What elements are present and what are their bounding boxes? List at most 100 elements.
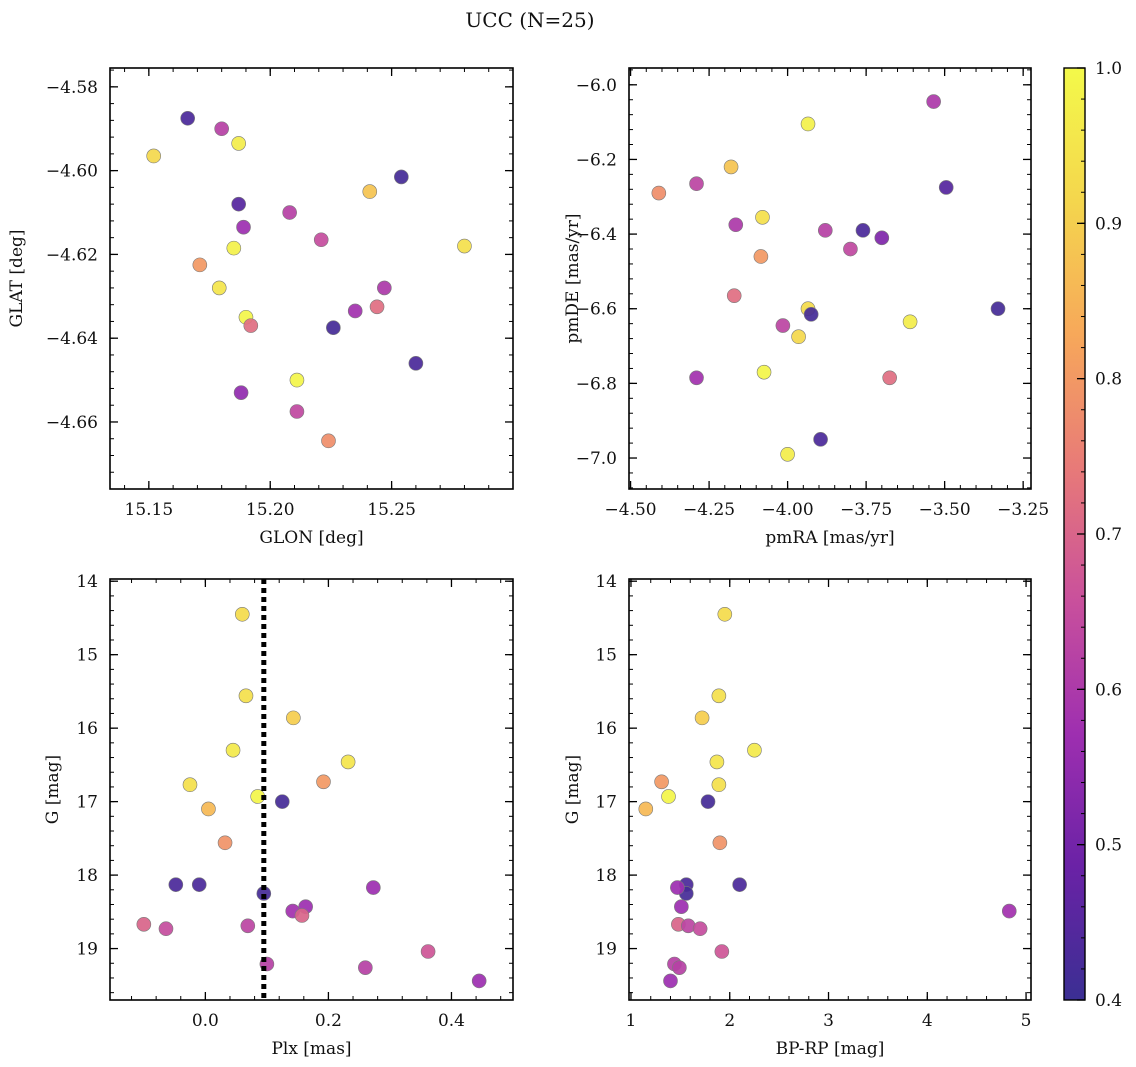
- colorbar-tick-label: 0.7: [1095, 525, 1122, 545]
- scatter-point: [800, 116, 816, 132]
- scatter-point: [692, 921, 708, 937]
- y-tick-label: 18: [595, 866, 617, 886]
- x-tick-label: 5: [1021, 1011, 1032, 1031]
- scatter-point: [712, 835, 728, 851]
- scatter-point: [651, 185, 667, 201]
- scatter-point: [663, 973, 678, 989]
- scatter-point: [274, 794, 290, 809]
- scatter-point: [192, 257, 208, 273]
- scatter-point: [233, 385, 249, 400]
- scatter-point: [326, 320, 341, 336]
- scatter-point: [843, 241, 858, 257]
- colorbar-tick-label: 0.5: [1095, 836, 1122, 856]
- axes-frame: [109, 578, 514, 1001]
- scatter-point: [1001, 903, 1017, 919]
- scatter-point: [340, 754, 356, 770]
- x-axis-label: GLON [deg]: [259, 528, 363, 548]
- scatter-point: [672, 960, 687, 975]
- y-axis-label: G [mag]: [43, 755, 63, 824]
- panels: 15.15 15.20 15.25 −4.58 −4.60 −4.62 −4.64 −4.66…: [7, 67, 1049, 1059]
- scatter-point: [369, 299, 385, 315]
- scatter-point: [347, 303, 363, 319]
- scatter-point: [674, 899, 689, 914]
- scatter-point: [711, 688, 727, 704]
- scatter-point: [753, 249, 769, 264]
- colorbar-tick-label: 0.6: [1095, 680, 1122, 700]
- x-tick-label: 15.25: [367, 500, 416, 520]
- y-axis-label: pmDE [mas/yr]: [563, 213, 583, 343]
- scatter-point: [231, 196, 246, 212]
- axes-frame: [628, 578, 1032, 1001]
- scatter-point: [661, 789, 676, 804]
- scatter-point: [289, 404, 305, 419]
- x-tick-label: 0.0: [192, 1011, 219, 1031]
- scatter-point: [728, 217, 744, 233]
- x-axis-label: pmRA [mas/yr]: [765, 528, 894, 548]
- x-tick-label: 1: [626, 1011, 637, 1031]
- scatter-point: [182, 777, 198, 793]
- y-tick-label: 15: [595, 646, 617, 666]
- x-tick-label: 3: [823, 1011, 834, 1031]
- axes-frame: [628, 67, 1032, 490]
- y-tick-label: 17: [76, 793, 98, 813]
- scatter-point: [813, 432, 828, 447]
- y-tick-label: 16: [76, 719, 98, 739]
- y-tick-label: −4.62: [46, 245, 98, 265]
- y-tick-label: −4.60: [46, 162, 98, 182]
- y-tick-label: −7.0: [576, 449, 617, 469]
- scatter-point: [726, 288, 742, 303]
- colorbar-tick-label: 0.4: [1095, 991, 1122, 1011]
- scatter-point: [803, 307, 819, 322]
- scatter-point: [714, 944, 730, 959]
- scatter-point: [211, 280, 227, 296]
- y-tick-label: −4.58: [46, 78, 98, 98]
- scatter-point: [775, 318, 791, 333]
- scatter-point: [236, 219, 251, 235]
- scatter-point: [420, 944, 436, 959]
- scatter-point: [926, 94, 941, 109]
- colorbar-tick-label: 0.9: [1095, 214, 1122, 234]
- scatter-point: [791, 329, 806, 345]
- figure-title: UCC (N=25): [465, 8, 594, 32]
- scatter-point: [747, 742, 762, 758]
- colorbar-tick-label: 0.8: [1095, 370, 1122, 390]
- scatter-point: [238, 688, 254, 704]
- scatter-point: [408, 356, 424, 371]
- y-tick-label: −6.6: [576, 300, 617, 320]
- scatter-point: [654, 774, 669, 790]
- colorbar-tick-label: 1.0: [1095, 59, 1122, 79]
- scatter-point: [240, 918, 256, 934]
- scatter-point: [732, 877, 747, 892]
- y-tick-label: 18: [76, 866, 98, 886]
- x-tick-label: 2: [724, 1011, 735, 1031]
- y-tick-label: −4.66: [46, 413, 98, 433]
- scatter-point: [180, 110, 195, 126]
- scatter-point: [709, 754, 725, 770]
- y-tick-label: 17: [595, 793, 617, 813]
- x-tick-label: −3.75: [840, 500, 892, 520]
- y-axis-label: G [mag]: [563, 755, 583, 824]
- y-tick-label: 14: [76, 572, 98, 592]
- scatter-point: [694, 710, 710, 726]
- y-tick-label: 16: [595, 719, 617, 739]
- scatter-point: [638, 801, 654, 817]
- y-tick-label: −4.64: [46, 329, 98, 349]
- scatter-point: [294, 908, 310, 923]
- scatter-point: [282, 205, 297, 220]
- scatter-point: [366, 880, 381, 895]
- x-tick-label: 15.15: [125, 500, 174, 520]
- x-tick-label: 15.20: [246, 500, 295, 520]
- scatter-point: [201, 801, 216, 817]
- y-tick-label: −6.8: [576, 374, 617, 394]
- scatter-point: [362, 184, 378, 199]
- x-axis-label: BP-RP [mag]: [776, 1039, 885, 1059]
- panel-3: 0.0 0.2 0.4 14 15 16 17 18 19 Plx [mas] G [mag]: [43, 572, 514, 1059]
- panel-1: 15.15 15.20 15.25 −4.58 −4.60 −4.62 −4.64 −4.66…: [7, 67, 514, 548]
- scatter-point: [700, 794, 716, 809]
- axes-frame: [109, 67, 514, 490]
- scatter-point: [217, 835, 233, 851]
- scatter-point: [855, 223, 871, 238]
- scatter-point: [225, 742, 241, 758]
- x-tick-label: −3.25: [997, 500, 1049, 520]
- scatter-point: [902, 314, 918, 330]
